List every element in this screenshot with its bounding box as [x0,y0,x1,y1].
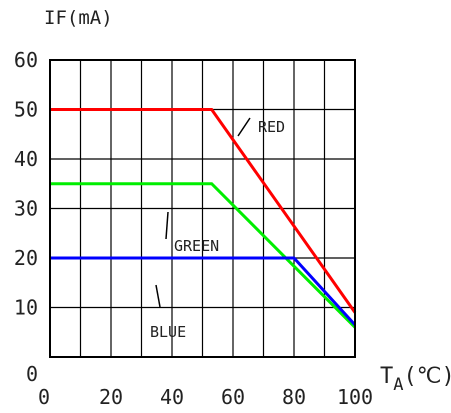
series-annotations: RED GREEN BLUE [150,117,285,341]
y-tick-labels: 0 10 20 30 40 50 60 [14,48,38,386]
y-tick-label: 50 [14,98,38,122]
x-tick-label: 80 [282,385,306,409]
plot-frame [49,59,356,358]
red-label: RED [258,118,285,136]
x-tick-label: 100 [337,385,373,409]
x-axis-label-main: T [380,364,393,389]
green-leader-line [165,211,169,240]
green-label: GREEN [174,237,219,255]
y-tick-label: 40 [14,147,38,171]
series-line-green [50,182,357,329]
x-tick-label: 40 [160,385,184,409]
x-tick-label: 60 [221,385,245,409]
series-line-red [50,108,357,314]
blue-label: BLUE [150,323,186,341]
y-tick-label: 10 [14,296,38,320]
y-tick-label: 30 [14,197,38,221]
y-tick-label: 20 [14,246,38,270]
y-tick-label: 0 [26,362,38,386]
x-tick-label: 0 [38,385,50,409]
grid [50,60,355,357]
series-layer [50,108,357,329]
y-axis-label: IF(mA) [44,7,113,29]
x-axis-label-unit: (℃) [404,364,451,389]
blue-leader-line [155,284,161,308]
x-axis-label: TA(℃) [380,364,451,395]
x-tick-labels: 0 20 40 60 80 100 [38,385,373,409]
x-tick-label: 20 [99,385,123,409]
y-tick-label: 60 [14,48,38,72]
series-line-blue [50,256,357,326]
x-axis-label-subscript: A [393,375,403,395]
red-leader-line [237,117,251,137]
